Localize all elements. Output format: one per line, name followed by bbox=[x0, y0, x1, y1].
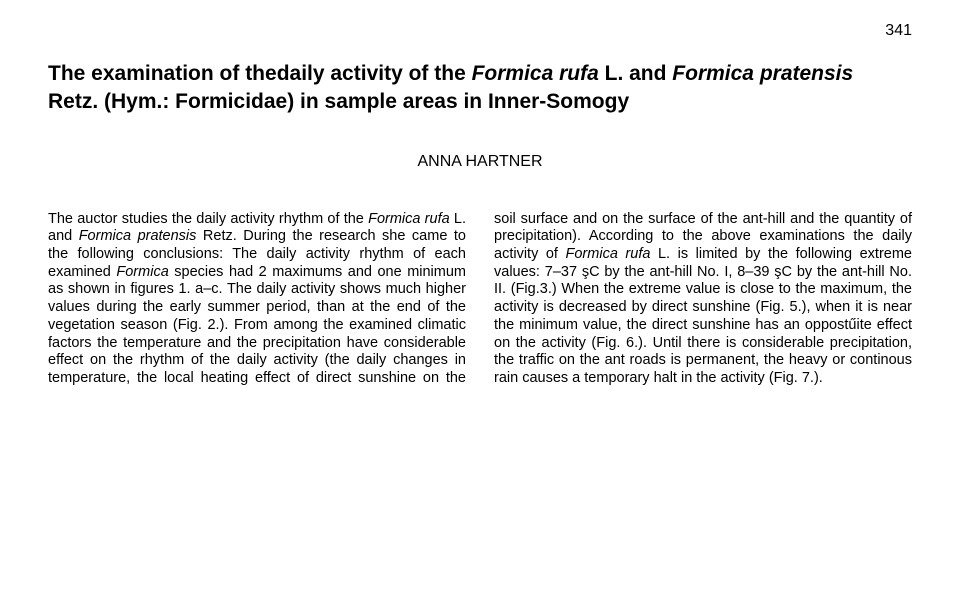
species-name: Formica rufa bbox=[368, 211, 450, 227]
title-text: L. and bbox=[599, 62, 673, 85]
title-species-1: Formica rufa bbox=[472, 62, 599, 85]
title-text: The examination of thedaily activity of … bbox=[48, 62, 472, 85]
author-name: ANNA HARTNER bbox=[48, 153, 912, 171]
body-columns: The auctor studies the daily activity rh… bbox=[48, 211, 912, 388]
species-name: Formica pratensis bbox=[79, 228, 197, 244]
article-title: The examination of thedaily activity of … bbox=[48, 60, 912, 117]
genus-name: Formica bbox=[116, 264, 168, 280]
body-text: The auctor studies the daily activity rh… bbox=[48, 211, 368, 227]
title-text: Retz. (Hym.: Formicidae) in sample areas… bbox=[48, 90, 629, 113]
page-number: 341 bbox=[885, 22, 912, 40]
species-name: Formica rufa bbox=[566, 246, 651, 262]
title-species-2: Formica pratensis bbox=[672, 62, 853, 85]
